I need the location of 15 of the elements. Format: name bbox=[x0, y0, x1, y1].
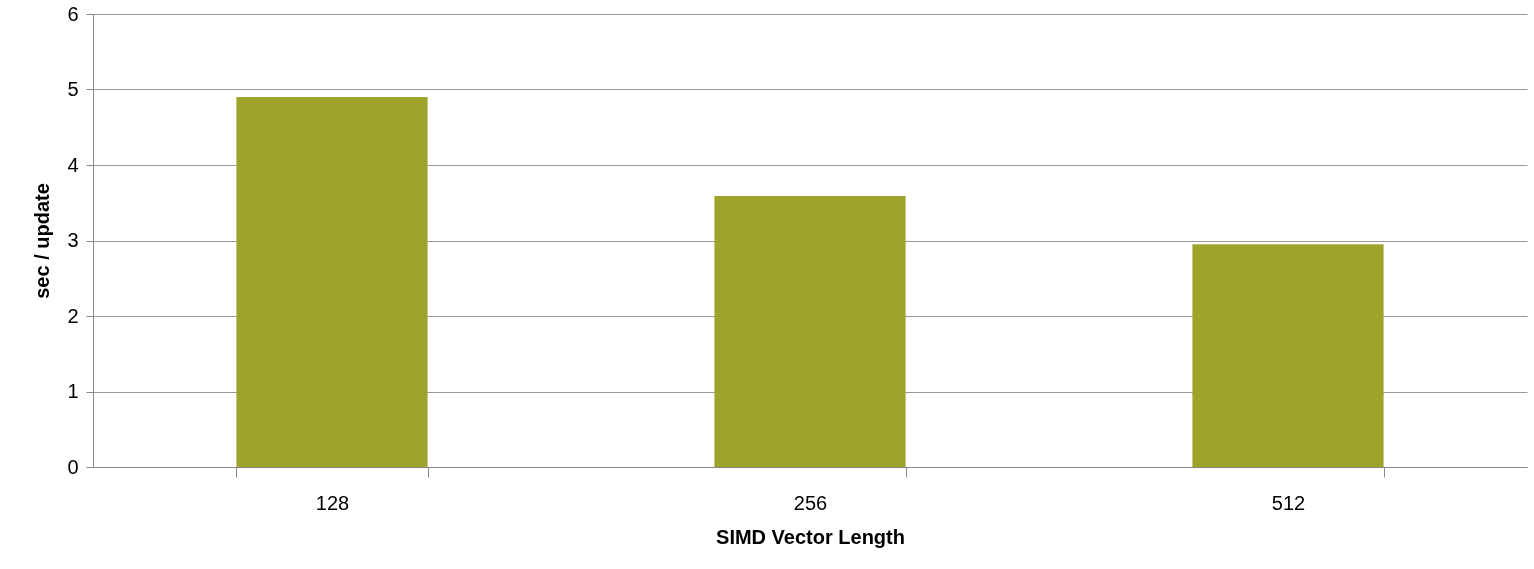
y-tick-label: 4 bbox=[67, 153, 79, 176]
bar bbox=[236, 97, 428, 467]
x-tick-label: 256 bbox=[793, 491, 828, 514]
y-tick-label: 0 bbox=[67, 455, 79, 478]
y-tick-label: 3 bbox=[67, 229, 79, 251]
y-tick-label: 5 bbox=[67, 78, 79, 100]
x-axis-title: SIMD Vector Length bbox=[716, 525, 905, 548]
y-axis-title: sec / update bbox=[31, 183, 54, 299]
x-tick-label: 512 bbox=[1271, 491, 1306, 514]
y-tick-label: 1 bbox=[67, 380, 79, 402]
y-tick-label: 2 bbox=[67, 304, 79, 327]
bar bbox=[1192, 244, 1384, 467]
bar bbox=[714, 195, 906, 467]
x-tick-label: 128 bbox=[315, 491, 350, 514]
y-tick-label: 6 bbox=[67, 2, 79, 25]
